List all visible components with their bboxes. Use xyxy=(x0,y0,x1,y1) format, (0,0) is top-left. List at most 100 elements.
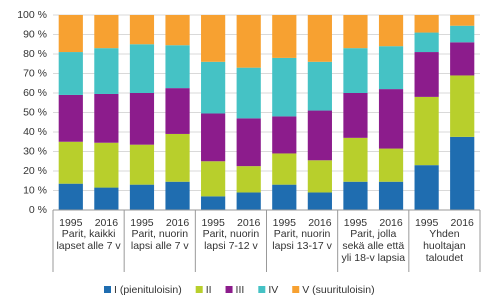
group-label: Parit, nuorin xyxy=(131,228,188,240)
y-tick-label: 80 % xyxy=(23,48,47,60)
y-tick-label: 60 % xyxy=(23,87,47,99)
y-tick-label: 30 % xyxy=(23,145,47,157)
bar-segment xyxy=(94,187,119,210)
bar-segment xyxy=(201,15,226,62)
bar-segment xyxy=(236,15,261,68)
bar-segment xyxy=(414,15,439,33)
legend-swatch xyxy=(104,286,111,293)
bar-segment xyxy=(378,15,404,47)
legend-label: III xyxy=(236,284,245,296)
legend-swatch xyxy=(258,286,266,293)
bar-segment xyxy=(307,110,332,161)
x-tick-label: 2016 xyxy=(308,217,332,229)
legend-label: IV xyxy=(268,284,278,296)
bar-segment xyxy=(94,15,119,49)
bar-segment xyxy=(414,32,439,53)
bar-segment xyxy=(236,118,261,167)
bar-segment xyxy=(343,48,368,93)
group-label: Parit, nuorin xyxy=(203,228,260,240)
legend-swatch xyxy=(195,286,203,293)
bar-segment xyxy=(129,44,155,93)
group-label: lapset alle 7 v xyxy=(56,240,121,252)
bar-segment xyxy=(58,15,83,53)
bar-segment xyxy=(378,148,404,182)
bar-segment xyxy=(343,15,368,49)
group-label: yli 18-v lapsia xyxy=(341,252,405,264)
group-label: huoltajan xyxy=(423,240,466,252)
legend-swatch xyxy=(225,286,233,293)
bar-segment xyxy=(129,15,155,45)
bar-segment xyxy=(450,42,475,76)
bar-segment xyxy=(94,48,119,94)
group-label: Parit, jolla xyxy=(350,228,396,240)
bar-segment xyxy=(307,61,332,111)
bar-segment xyxy=(307,160,332,193)
bar-segment xyxy=(94,93,119,143)
bar-segment xyxy=(201,161,226,197)
bar-segment xyxy=(165,181,190,210)
x-tick-label: 1995 xyxy=(344,217,368,229)
bar-segment xyxy=(378,89,404,149)
legend-label: V (suurituloisin) xyxy=(302,284,374,296)
bar-segment xyxy=(58,141,83,184)
x-tick-label: 1995 xyxy=(130,217,154,229)
group-label: Parit, nuorin xyxy=(274,228,331,240)
x-tick-label: 2016 xyxy=(237,217,261,229)
bar-segment xyxy=(343,93,368,138)
bar-segment xyxy=(272,116,297,154)
bar-segment xyxy=(165,133,190,182)
bar-segment xyxy=(343,181,368,210)
y-tick-label: 10 % xyxy=(23,184,47,196)
bar-segment xyxy=(129,93,155,145)
bar-segment xyxy=(307,192,332,210)
bar-segment xyxy=(272,184,297,210)
bar-segment xyxy=(201,61,226,114)
group-label: Yhden xyxy=(429,228,460,240)
y-tick-label: 50 % xyxy=(23,106,47,118)
bar-segment xyxy=(378,181,404,210)
bar-segment xyxy=(450,136,475,210)
bar-segment xyxy=(272,153,297,185)
bar-segment xyxy=(272,57,297,117)
x-tick-label: 2016 xyxy=(95,217,119,229)
bar-segment xyxy=(165,15,190,46)
x-tick-label: 2016 xyxy=(451,217,475,229)
bar-segment xyxy=(414,96,439,166)
bar-segment xyxy=(94,142,119,188)
bar-segment xyxy=(236,192,261,210)
y-tick-label: 40 % xyxy=(23,126,47,138)
x-tick-label: 1995 xyxy=(201,217,225,229)
y-tick-label: 90 % xyxy=(23,28,47,40)
bar-segment xyxy=(58,94,83,142)
y-tick-label: 70 % xyxy=(23,67,47,79)
legend-label: I (pienituloisin) xyxy=(114,284,182,296)
bar-segment xyxy=(414,165,439,210)
bar-segment xyxy=(129,144,155,185)
bar-segment xyxy=(165,88,190,134)
bar-segment xyxy=(129,184,155,210)
bar-segment xyxy=(165,45,190,89)
x-tick-label: 2016 xyxy=(379,217,403,229)
x-tick-label: 1995 xyxy=(415,217,439,229)
bar-segment xyxy=(414,52,439,97)
group-label: sekä alle että xyxy=(342,240,404,252)
bar-segment xyxy=(201,196,226,210)
x-tick-label: 2016 xyxy=(166,217,190,229)
group-label: taloudet xyxy=(426,252,463,264)
group-label: lapsi 13-17 v xyxy=(272,240,332,252)
bar-segment xyxy=(307,15,332,62)
bar-segment xyxy=(58,52,83,95)
bar-segment xyxy=(201,113,226,162)
bar-segment xyxy=(58,183,83,210)
group-label: Parit, kaikki xyxy=(62,228,116,240)
bar-segment xyxy=(343,137,368,182)
bar-segment xyxy=(450,25,475,43)
x-tick-label: 1995 xyxy=(59,217,83,229)
bar-segment xyxy=(236,166,261,193)
y-tick-label: 0 % xyxy=(29,204,47,216)
x-tick-label: 1995 xyxy=(273,217,297,229)
legend-label: II xyxy=(206,284,212,296)
legend-swatch xyxy=(292,286,300,293)
bar-segment xyxy=(378,46,404,90)
